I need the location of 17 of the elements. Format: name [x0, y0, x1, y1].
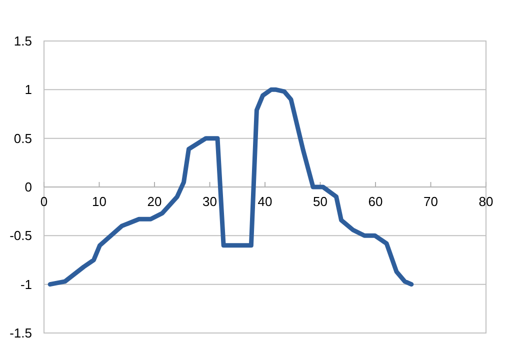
y-tick-label: 1 — [24, 82, 32, 98]
y-tick-label: -0.5 — [10, 228, 32, 244]
x-tick-label: 70 — [424, 194, 438, 209]
x-tick-label: 0 — [40, 194, 48, 209]
y-tick-label: 0 — [24, 180, 32, 194]
x-tick-label: 40 — [258, 194, 272, 209]
y-tick-label: -1 — [20, 276, 32, 292]
x-tick-label: 80 — [478, 194, 494, 209]
x-tick-label: 30 — [202, 194, 217, 209]
x-tick-label: 10 — [92, 194, 106, 209]
y-tick-label: 1.5 — [14, 34, 32, 48]
x-tick-label: 60 — [368, 194, 383, 209]
x-tick-label: 50 — [313, 194, 328, 209]
y-tick-label: -1.5 — [10, 326, 32, 340]
x-tick-label: 20 — [147, 194, 162, 209]
y-tick-label: 0.5 — [14, 130, 32, 146]
line-series — [48, 87, 414, 287]
